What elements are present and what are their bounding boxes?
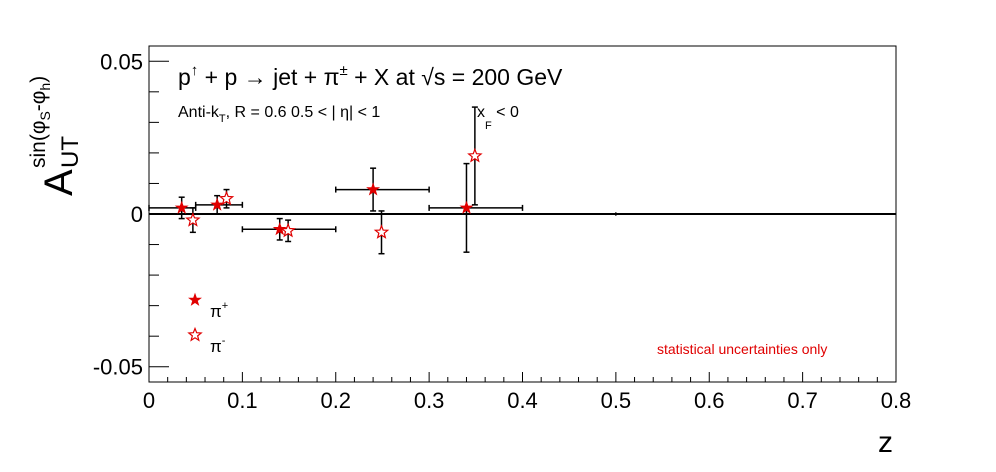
pi-plus-point — [428, 162, 524, 253]
y-axis-label: A UT sin(φS-φh) — [27, 76, 84, 196]
x-tick-label: 0 — [143, 388, 155, 413]
filled-star-marker — [210, 197, 225, 211]
open-star-marker — [467, 147, 483, 163]
data-layer — [148, 106, 896, 255]
y-tick-label: -0.05 — [93, 355, 143, 380]
pi-plus-point — [148, 196, 197, 220]
pi-plus-point — [194, 194, 244, 215]
y-label-a: A — [37, 169, 81, 196]
y-label-sin: sin(φS-φh) — [27, 76, 53, 168]
x-tick-label: 0.6 — [694, 388, 725, 413]
filled-star-marker — [174, 200, 189, 214]
y-tick-label: 0.05 — [100, 49, 143, 74]
legend-marker-pi-plus — [188, 292, 202, 306]
xf-label: xF < 0 — [477, 104, 519, 132]
open-star-marker — [280, 222, 296, 238]
pi-minus-point — [218, 188, 235, 209]
legend-label-pi-minus: π- — [210, 335, 226, 356]
open-star-marker — [218, 190, 235, 206]
filled-star-marker — [459, 200, 474, 214]
x-axis-label: z — [878, 426, 893, 459]
legend-open-star — [187, 326, 203, 342]
x-tick-label: 0.1 — [227, 388, 258, 413]
pi-minus-point — [373, 210, 390, 255]
x-tick-label: 0.3 — [414, 388, 445, 413]
x-tick-label: 0.5 — [601, 388, 632, 413]
legend-marker-pi-minus — [187, 326, 203, 342]
x-tick-label: 0.2 — [320, 388, 351, 413]
y-tick-label: 0 — [131, 202, 143, 227]
legend-filled-star — [188, 292, 202, 306]
legend: π+ π- — [187, 292, 228, 356]
y-label-ut: UT — [57, 136, 84, 168]
x-tick-label: 0.4 — [507, 388, 538, 413]
legend-label-pi-plus: π+ — [210, 300, 228, 321]
pi-minus-point — [467, 106, 483, 206]
chart-title: p↑ + p → jet + π± + X at √s = 200 GeV — [178, 62, 563, 90]
open-star-marker — [373, 224, 390, 239]
open-star-marker — [185, 211, 201, 227]
x-tick-label: 0.8 — [881, 388, 912, 413]
stat-annotation: statistical uncertainties only — [657, 341, 827, 357]
filled-star-marker — [272, 221, 287, 236]
pi-minus-point — [280, 219, 296, 243]
filled-star-marker — [366, 182, 381, 196]
pi-plus-point — [335, 167, 430, 212]
x-tick-label: 0.7 — [787, 388, 818, 413]
chart-subtitle: Anti-kT, R = 0.6 0.5 < | η| < 1 — [178, 104, 380, 125]
pi-minus-point — [185, 207, 201, 234]
